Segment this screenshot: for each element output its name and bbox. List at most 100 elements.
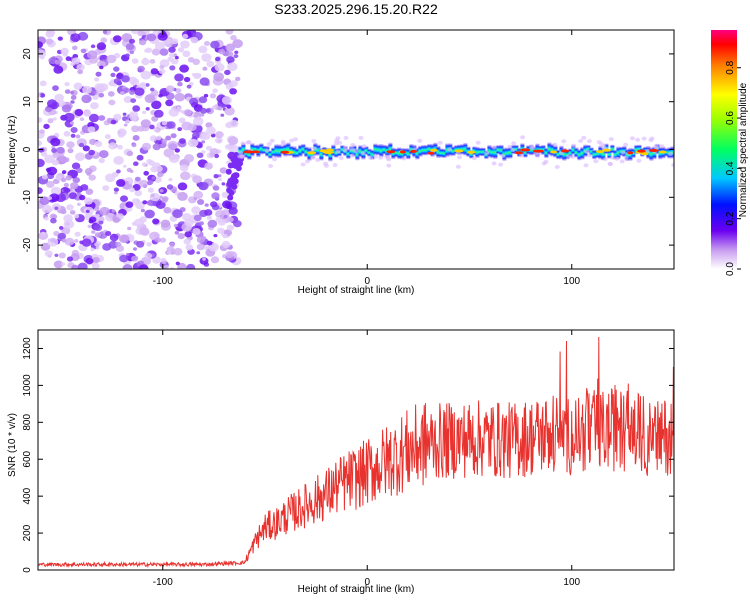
noise-blob <box>140 70 152 80</box>
noise-blob <box>84 197 93 205</box>
colorbar-tick-label: 0.6 <box>725 111 736 125</box>
noise-blob <box>114 191 118 195</box>
band-core <box>410 149 417 153</box>
noise-blob <box>81 94 92 104</box>
band-segment <box>256 144 261 158</box>
band-halo <box>636 158 642 163</box>
band-core <box>243 150 255 154</box>
band-segment <box>463 142 468 156</box>
band-segment <box>358 145 363 158</box>
noise-blob <box>125 53 130 58</box>
band-segment <box>595 150 600 159</box>
noise-blob <box>177 106 182 110</box>
band-halo <box>583 163 589 168</box>
band-halo <box>645 148 651 153</box>
noise-blob <box>50 186 62 196</box>
snr-xtick-label: -100 <box>153 577 173 588</box>
noise-blob <box>196 152 204 159</box>
noise-blob <box>214 153 220 159</box>
noise-blob <box>77 69 83 75</box>
noise-blob <box>219 167 228 174</box>
noise-blob <box>144 209 155 219</box>
spectrogram-ytick-label: -10 <box>22 190 33 205</box>
noise-blob <box>198 181 209 191</box>
noise-blob <box>171 38 179 45</box>
noise-blob <box>63 112 75 122</box>
noise-blob <box>93 224 103 232</box>
noise-blob <box>199 107 208 114</box>
band-halo <box>338 156 344 161</box>
band-halo <box>500 154 506 158</box>
band-segment <box>328 147 333 162</box>
noise-blob <box>87 121 95 128</box>
band-segment <box>601 147 606 161</box>
noise-blob <box>157 32 168 41</box>
noise-blob <box>44 250 53 257</box>
noise-blob <box>113 78 122 85</box>
noise-blob <box>141 142 152 151</box>
noise-blob <box>111 209 116 213</box>
noise-blob <box>201 150 206 154</box>
band-segment <box>529 144 534 156</box>
band-segment <box>550 143 555 157</box>
band-halo <box>373 154 379 159</box>
noise-blob <box>81 238 92 247</box>
noise-blob <box>51 148 57 153</box>
noise-blob <box>41 231 46 236</box>
spectrogram-ytick-label: -20 <box>22 237 33 252</box>
noise-blob <box>144 49 149 53</box>
noise-blob <box>70 33 81 42</box>
noise-blob <box>226 224 234 231</box>
noise-blob <box>99 65 104 70</box>
band-segment <box>481 147 486 157</box>
noise-blob <box>137 30 145 37</box>
band-halo <box>608 137 614 142</box>
noise-blob <box>209 152 215 158</box>
noise-blob <box>67 148 74 154</box>
band-halo <box>335 149 341 154</box>
noise-blob <box>41 151 48 157</box>
noise-blob <box>204 203 209 207</box>
band-halo <box>586 139 592 144</box>
noise-blob <box>169 52 175 58</box>
noise-blob <box>108 99 116 106</box>
noise-blob <box>131 125 140 133</box>
band-halo <box>361 144 367 149</box>
band-halo <box>455 164 461 169</box>
noise-blob <box>131 143 137 148</box>
noise-blob <box>174 148 180 153</box>
noise-blob <box>177 182 188 191</box>
noise-blob <box>39 93 46 98</box>
noise-blob <box>192 175 203 184</box>
band-segment <box>541 144 546 155</box>
spectrogram-xtick-label: -100 <box>153 276 173 287</box>
transition-blob <box>229 176 236 183</box>
noise-blob <box>95 246 100 250</box>
colorbar-tick-label: 0.0 <box>725 262 736 276</box>
band-segment <box>649 147 654 161</box>
snr-ytick-label: 800 <box>22 414 33 431</box>
noise-blob <box>92 257 100 264</box>
noise-blob <box>61 104 72 113</box>
noise-blob <box>217 227 225 234</box>
band-segment <box>400 148 405 160</box>
transition-blob <box>233 159 240 166</box>
noise-blob <box>108 142 117 150</box>
noise-blob <box>224 106 235 116</box>
noise-blob <box>150 166 158 173</box>
snr-xtick-label: 100 <box>563 577 580 588</box>
noise-blob <box>44 154 55 164</box>
band-halo <box>601 144 607 149</box>
noise-blob <box>192 228 201 235</box>
noise-blob <box>70 182 79 190</box>
band-halo <box>629 136 635 141</box>
noise-blob <box>129 90 135 95</box>
noise-blob <box>201 53 212 62</box>
noise-blob <box>221 96 232 105</box>
band-segment <box>301 143 306 155</box>
noise-blob <box>113 187 119 192</box>
noise-blob <box>180 40 190 49</box>
noise-blob <box>230 35 237 41</box>
snr-ytick-label: 1200 <box>22 337 33 360</box>
noise-blob <box>92 94 99 100</box>
